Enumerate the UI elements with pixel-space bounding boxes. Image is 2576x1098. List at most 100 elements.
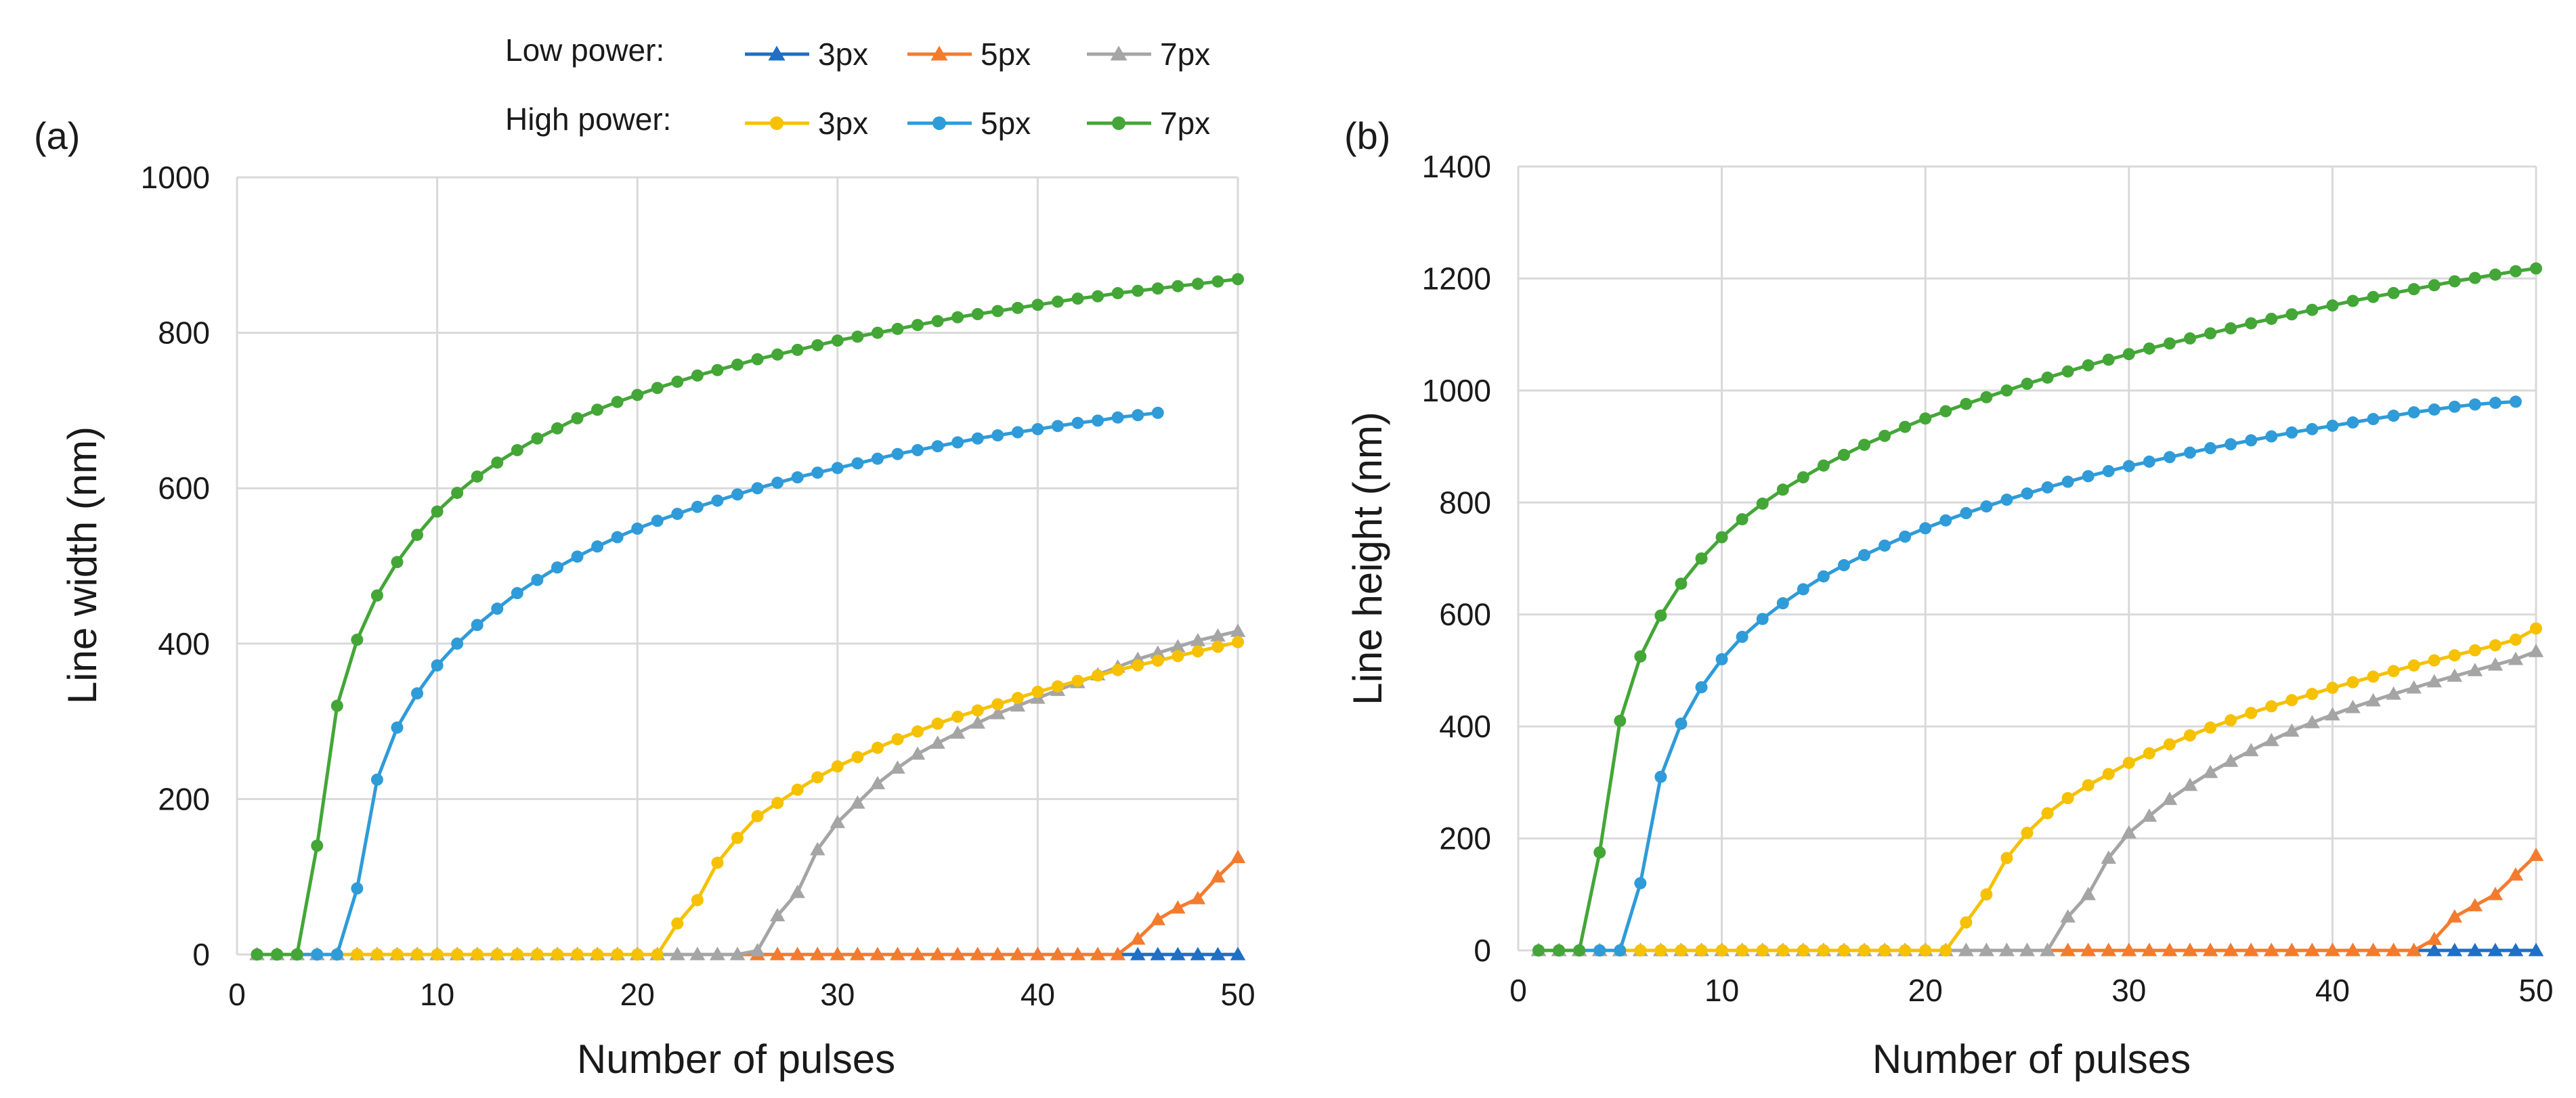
data-point <box>2202 764 2218 778</box>
data-point <box>2345 699 2361 713</box>
series-low-power-5px <box>1530 848 2544 957</box>
data-point <box>671 917 684 930</box>
data-point <box>351 634 364 646</box>
series-high-power-7px <box>251 273 1244 961</box>
data-point <box>1736 630 1748 643</box>
data-point <box>1150 946 1166 961</box>
data-point <box>1151 655 1164 667</box>
legend-entry-low-5px: 5px <box>907 37 1031 72</box>
data-point <box>2041 371 2054 384</box>
data-point <box>1675 718 1688 730</box>
data-point <box>1634 877 1647 890</box>
data-point <box>890 946 905 961</box>
series-line <box>1539 649 2537 952</box>
data-point <box>2122 348 2135 361</box>
x-tick-label: 30 <box>820 977 855 1012</box>
data-point <box>769 908 786 922</box>
data-point <box>291 948 303 961</box>
data-point <box>1899 530 1912 543</box>
data-point <box>1232 273 1244 286</box>
data-point <box>330 948 343 961</box>
triangle-marker-icon <box>768 45 786 61</box>
data-point <box>971 704 984 717</box>
data-point <box>729 946 746 961</box>
data-point <box>731 488 744 501</box>
data-point <box>531 573 544 586</box>
data-point <box>711 856 724 869</box>
data-point <box>2468 398 2481 411</box>
data-point <box>711 494 724 507</box>
data-point <box>851 751 864 764</box>
data-point <box>711 364 724 376</box>
data-point <box>1210 628 1226 642</box>
data-point <box>1939 405 1952 418</box>
data-point <box>551 561 563 574</box>
y-tick-label: 1400 <box>1422 149 1491 184</box>
data-point <box>1756 497 1769 510</box>
legend: Low power: High power: 3px 5px 7px 3px 5px 7p… <box>505 32 1210 141</box>
data-point <box>1010 946 1026 961</box>
data-point <box>750 943 765 957</box>
data-point <box>1230 623 1246 637</box>
data-point <box>2263 942 2279 957</box>
data-point <box>1011 301 1024 314</box>
data-point <box>1960 397 1973 410</box>
data-point <box>2448 400 2461 413</box>
data-point <box>2448 649 2461 662</box>
data-point <box>1736 944 1748 957</box>
y-tick-label: 400 <box>1439 709 1491 744</box>
data-point <box>2122 460 2135 473</box>
data-point <box>651 948 664 961</box>
series-line <box>257 411 1159 957</box>
series-group <box>249 273 1246 961</box>
data-point <box>1150 645 1166 659</box>
data-point <box>830 946 846 961</box>
data-point <box>891 322 904 335</box>
data-point <box>1899 944 1912 957</box>
data-point <box>1151 406 1164 419</box>
data-point <box>671 508 684 521</box>
data-point <box>2204 442 2217 455</box>
data-point <box>2021 377 2034 390</box>
data-point <box>791 471 804 484</box>
data-point <box>930 735 945 749</box>
data-point <box>2326 299 2339 312</box>
data-point <box>631 522 644 535</box>
data-point <box>2489 397 2502 410</box>
data-point <box>2346 676 2359 688</box>
data-point <box>2386 686 2401 700</box>
data-point <box>1071 292 1084 305</box>
data-point <box>2060 909 2076 923</box>
data-point <box>2508 867 2524 881</box>
data-point <box>851 457 864 470</box>
data-point <box>2061 792 2074 805</box>
y-tick-label: 0 <box>1474 933 1491 968</box>
data-point <box>1071 416 1084 429</box>
data-point <box>411 529 424 542</box>
data-point <box>611 531 624 544</box>
data-point <box>2346 294 2359 307</box>
series-low-power-7px <box>1530 644 2544 957</box>
data-point <box>2509 265 2522 278</box>
data-point <box>951 311 964 324</box>
data-point <box>871 741 884 754</box>
data-point <box>311 948 324 961</box>
y-tick-label: 1000 <box>141 160 210 195</box>
data-point <box>431 659 444 672</box>
data-point <box>2102 768 2115 781</box>
series-line <box>1539 627 2537 952</box>
data-point <box>2386 942 2401 957</box>
data-point <box>2021 487 2034 500</box>
data-point <box>2000 384 2013 397</box>
data-point <box>2509 395 2522 408</box>
data-point <box>949 946 966 961</box>
data-point <box>2041 481 2054 493</box>
data-point <box>850 946 865 961</box>
x-tick-label: 0 <box>1509 973 1527 1008</box>
data-point <box>251 948 263 961</box>
data-point <box>591 948 604 961</box>
data-point <box>970 946 985 961</box>
data-point <box>2223 753 2239 767</box>
data-point <box>1715 944 1728 957</box>
